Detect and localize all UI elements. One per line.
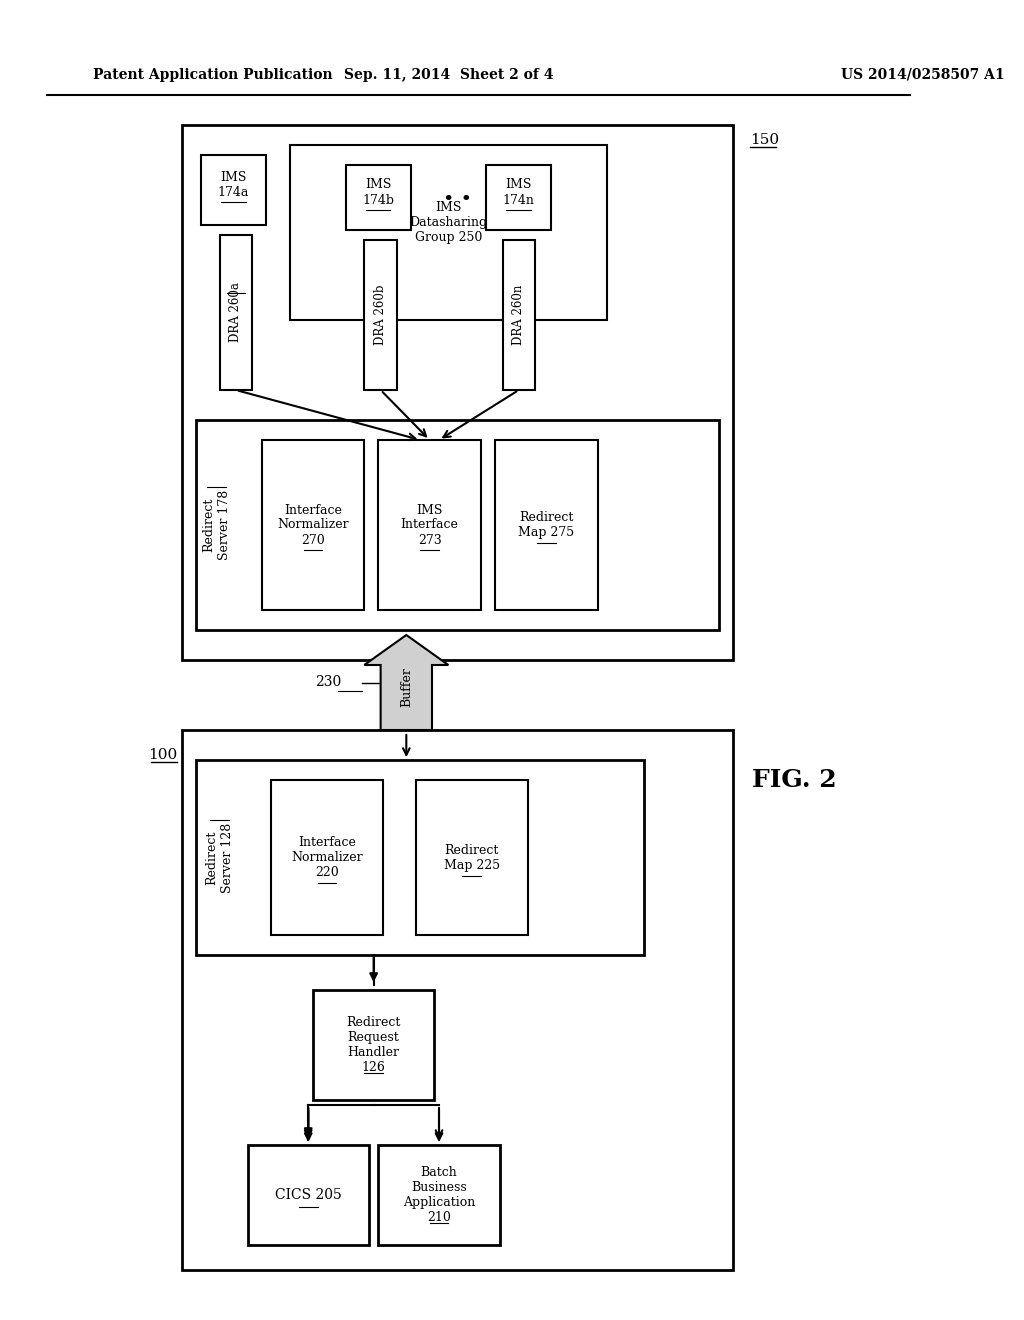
- Text: Buffer: Buffer: [399, 668, 413, 708]
- Text: IMS
174a: IMS 174a: [218, 172, 249, 199]
- Text: Redirect
Server 128: Redirect Server 128: [206, 822, 233, 892]
- Text: IMS
Interface
273: IMS Interface 273: [400, 503, 459, 546]
- Text: DRA 260a: DRA 260a: [229, 282, 243, 342]
- Text: Interface
Normalizer
270: Interface Normalizer 270: [278, 503, 349, 546]
- FancyBboxPatch shape: [346, 165, 411, 230]
- Text: 230: 230: [314, 676, 341, 689]
- FancyBboxPatch shape: [219, 235, 252, 389]
- FancyBboxPatch shape: [290, 145, 607, 319]
- FancyBboxPatch shape: [197, 760, 644, 954]
- FancyBboxPatch shape: [365, 240, 397, 389]
- Text: 100: 100: [148, 748, 177, 762]
- Text: IMS
Datasharing
Group 250: IMS Datasharing Group 250: [410, 201, 487, 244]
- FancyBboxPatch shape: [248, 1144, 369, 1245]
- FancyBboxPatch shape: [485, 165, 551, 230]
- Text: DRA 260n: DRA 260n: [512, 285, 525, 346]
- Text: Batch
Business
Application
210: Batch Business Application 210: [402, 1166, 475, 1224]
- FancyBboxPatch shape: [271, 780, 383, 935]
- Text: CICS 205: CICS 205: [274, 1188, 342, 1203]
- Text: US 2014/0258507 A1: US 2014/0258507 A1: [841, 69, 1005, 82]
- Text: 150: 150: [750, 133, 779, 147]
- FancyBboxPatch shape: [495, 440, 598, 610]
- FancyBboxPatch shape: [313, 990, 434, 1100]
- Text: • •: • •: [443, 191, 472, 209]
- FancyBboxPatch shape: [182, 730, 733, 1270]
- FancyBboxPatch shape: [261, 440, 365, 610]
- Text: IMS
174n: IMS 174n: [503, 178, 535, 206]
- FancyBboxPatch shape: [201, 154, 266, 224]
- Text: Redirect
Map 275: Redirect Map 275: [518, 511, 574, 539]
- FancyBboxPatch shape: [182, 125, 733, 660]
- Text: Redirect
Map 225: Redirect Map 225: [443, 843, 500, 871]
- Text: Redirect
Request
Handler
126: Redirect Request Handler 126: [346, 1016, 400, 1074]
- Text: Sep. 11, 2014  Sheet 2 of 4: Sep. 11, 2014 Sheet 2 of 4: [344, 69, 553, 82]
- Text: IMS
174b: IMS 174b: [362, 178, 394, 206]
- FancyBboxPatch shape: [197, 420, 719, 630]
- Text: DRA 260b: DRA 260b: [374, 285, 387, 346]
- FancyBboxPatch shape: [378, 1144, 500, 1245]
- Text: Interface
Normalizer
220: Interface Normalizer 220: [291, 836, 362, 879]
- Polygon shape: [365, 635, 449, 730]
- FancyBboxPatch shape: [416, 780, 527, 935]
- Text: FIG. 2: FIG. 2: [752, 768, 837, 792]
- FancyBboxPatch shape: [503, 240, 536, 389]
- Text: Redirect
Server 178: Redirect Server 178: [203, 490, 230, 560]
- Text: Patent Application Publication: Patent Application Publication: [93, 69, 333, 82]
- FancyBboxPatch shape: [378, 440, 481, 610]
